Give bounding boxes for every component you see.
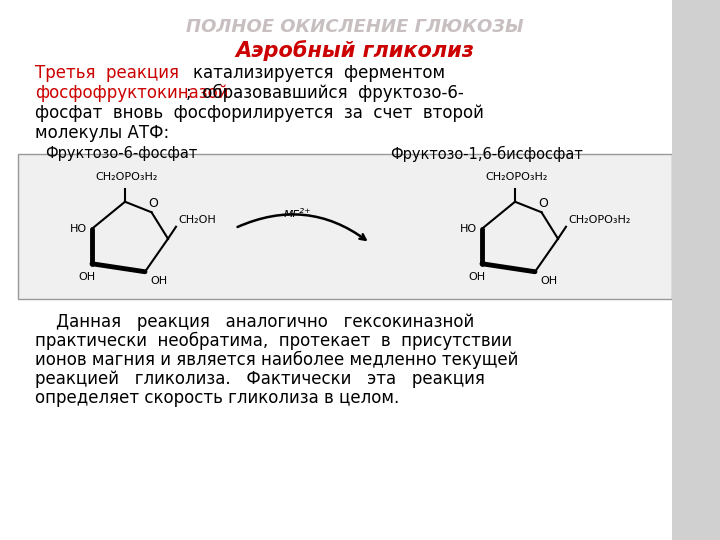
Text: CH₂OH: CH₂OH bbox=[178, 215, 216, 225]
Text: OH: OH bbox=[540, 276, 557, 286]
Text: O: O bbox=[148, 197, 158, 210]
FancyBboxPatch shape bbox=[18, 154, 672, 299]
Text: Фруктозо-1,6-бисфосфат: Фруктозо-1,6-бисфосфат bbox=[390, 146, 582, 162]
Text: HO: HO bbox=[460, 224, 477, 234]
Text: CH₂OPO₃H₂: CH₂OPO₃H₂ bbox=[95, 172, 158, 182]
Text: Данная   реакция   аналогично   гексокиназной: Данная реакция аналогично гексокиназной bbox=[35, 313, 474, 331]
Text: мг²⁺: мг²⁺ bbox=[284, 207, 311, 220]
Text: CH₂OPO₃H₂: CH₂OPO₃H₂ bbox=[568, 215, 631, 225]
Text: ПОЛНОЕ ОКИСЛЕНИЕ ГЛЮКОЗЫ: ПОЛНОЕ ОКИСЛЕНИЕ ГЛЮКОЗЫ bbox=[186, 18, 524, 36]
Text: определяет скорость гликолиза в целом.: определяет скорость гликолиза в целом. bbox=[35, 389, 400, 407]
Text: OH: OH bbox=[469, 272, 485, 282]
Text: Третья  реакция: Третья реакция bbox=[35, 64, 179, 82]
Text: фосфат  вновь  фосфорилируется  за  счет  второй: фосфат вновь фосфорилируется за счет вто… bbox=[35, 104, 484, 122]
Text: OH: OH bbox=[78, 272, 96, 282]
FancyBboxPatch shape bbox=[672, 0, 720, 540]
Text: Аэробный гликолиз: Аэробный гликолиз bbox=[235, 40, 474, 61]
Text: ;  образовавшийся  фруктозо-6-: ; образовавшийся фруктозо-6- bbox=[186, 84, 464, 102]
Text: HO: HO bbox=[70, 224, 87, 234]
Text: OH: OH bbox=[150, 276, 167, 286]
Text: катализируется  ферментом: катализируется ферментом bbox=[193, 64, 445, 82]
Text: фосфофруктокиназой: фосфофруктокиназой bbox=[35, 84, 228, 102]
Text: O: O bbox=[539, 197, 549, 210]
Text: практически  необратима,  протекает  в  присутствии: практически необратима, протекает в прис… bbox=[35, 332, 512, 350]
Text: Фруктозо-6-фосфат: Фруктозо-6-фосфат bbox=[45, 146, 197, 161]
Text: ионов магния и является наиболее медленно текущей: ионов магния и является наиболее медленн… bbox=[35, 351, 518, 369]
Text: CH₂OPO₃H₂: CH₂OPO₃H₂ bbox=[485, 172, 547, 182]
Text: реакцией   гликолиза.   Фактически   эта   реакция: реакцией гликолиза. Фактически эта реакц… bbox=[35, 370, 485, 388]
Text: молекулы АТФ:: молекулы АТФ: bbox=[35, 124, 169, 142]
